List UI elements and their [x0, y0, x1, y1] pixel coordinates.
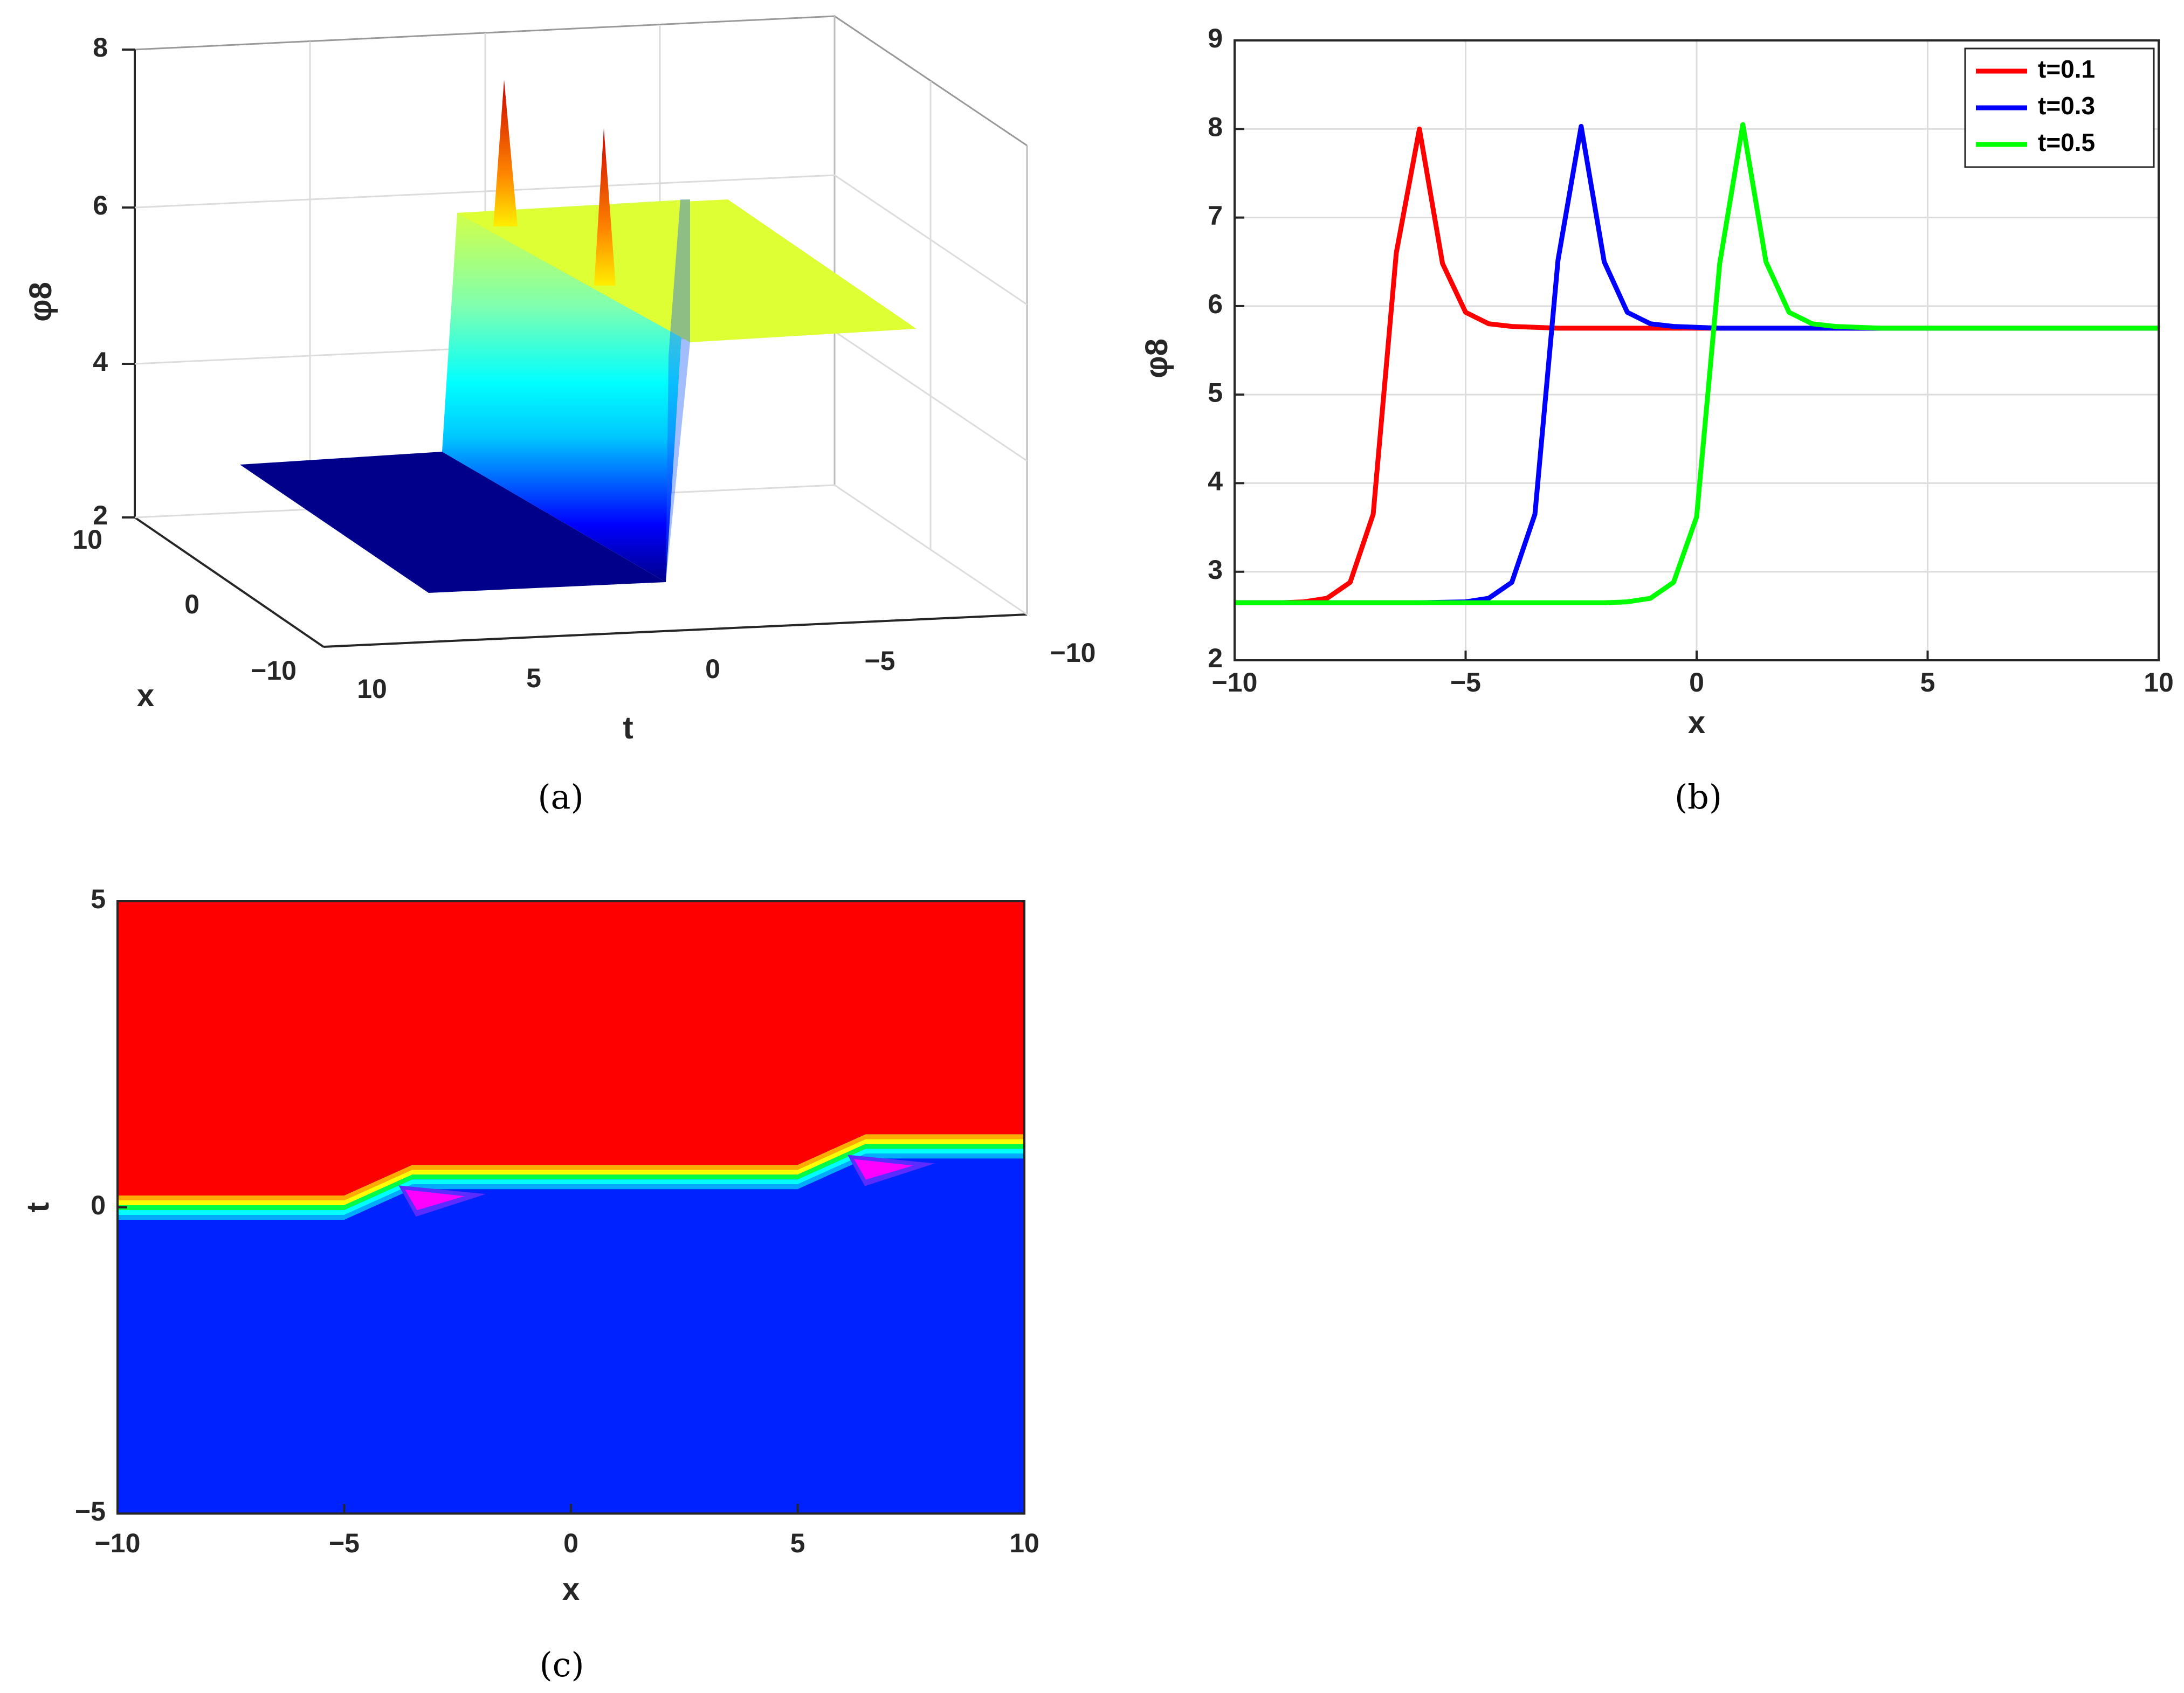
panel-b-y-axis-label: φ8 — [1139, 338, 1174, 378]
t-tick-label: −5 — [864, 646, 895, 676]
surface-low-plateau — [240, 452, 666, 593]
x-tick-label: −5 — [329, 1528, 360, 1558]
heatmap-band — [118, 1144, 1024, 1210]
panel-b-series — [1235, 122, 2159, 605]
y-tick-label: 3 — [1208, 555, 1223, 585]
panel-a-z-ticks: 8 6 4 2 — [93, 32, 135, 530]
x-tick-label: 10 — [72, 524, 102, 555]
x-tick-label: 10 — [1009, 1528, 1039, 1558]
z-tick-label: 8 — [93, 32, 108, 63]
y-tick-label: 6 — [1208, 289, 1223, 319]
x-tick-label: 5 — [790, 1528, 805, 1558]
panel-c-caption: (c) — [539, 1645, 584, 1684]
heatmap-band — [118, 1153, 1024, 1220]
t-tick-label: 5 — [526, 663, 541, 693]
panel-a-x-axis-label: x — [137, 678, 154, 713]
surface-peak-2 — [594, 128, 616, 286]
x-tick-label: 5 — [1920, 667, 1935, 697]
panel-c-x-axis-label: x — [562, 1572, 580, 1607]
y-tick-label: 0 — [91, 1190, 106, 1220]
z-tick-label: 4 — [93, 347, 108, 377]
y-tick-label: 9 — [1208, 23, 1223, 53]
y-tick-label: 2 — [1208, 643, 1223, 673]
legend-entry: t=0.1 — [2038, 55, 2095, 83]
heatmap-high-region — [118, 901, 1024, 1196]
t-tick-label: 0 — [705, 654, 720, 684]
panel-b-x-axis-label: x — [1688, 705, 1705, 740]
x-tick-label: −10 — [251, 655, 297, 686]
panel-c-y-axis-label: t — [20, 1202, 56, 1212]
series-line-t-0-5 — [1235, 122, 2159, 605]
heatmap-band — [118, 1134, 1024, 1200]
panel-c-field — [118, 901, 1024, 1514]
legend-entry: t=0.3 — [2038, 92, 2095, 120]
y-tick-label: 8 — [1208, 112, 1223, 142]
panel-a-x-ticks: 10 0 −10 — [72, 524, 297, 686]
y-tick-label: 7 — [1208, 201, 1223, 231]
heatmap-band — [118, 1139, 1024, 1205]
panel-a-t-ticks: 10 5 0 −5 −10 — [357, 638, 1096, 704]
surface-wall-right-edge — [666, 199, 690, 582]
heatmap-band — [118, 1149, 1024, 1215]
y-tick-label: 5 — [91, 884, 106, 914]
legend-entry: t=0.5 — [2038, 128, 2095, 156]
y-tick-label: −5 — [75, 1496, 106, 1526]
x-tick-label: 0 — [563, 1528, 578, 1558]
heatmap-spot — [405, 1190, 465, 1211]
surface-high-plateau — [457, 199, 917, 342]
x-tick-label: 0 — [184, 589, 199, 619]
x-tick-label: −10 — [95, 1528, 141, 1558]
y-tick-label: 4 — [1208, 466, 1223, 496]
x-tick-label: −5 — [1450, 667, 1481, 697]
x-tick-label: −10 — [1212, 667, 1258, 697]
panel-a-surface-plot: 8 6 4 2 10 0 −10 10 5 0 −5 −10 x t φ8 (a… — [23, 15, 1096, 817]
t-tick-label: −10 — [1050, 638, 1096, 668]
panel-b-x-ticks: −10 −5 0 5 10 — [1212, 651, 2174, 697]
y-tick-label: 5 — [1208, 377, 1223, 407]
panel-c-heatmap: −10 −5 0 5 10 50−5 x t (c) — [20, 884, 1039, 1684]
panel-a-surface — [240, 80, 917, 593]
t-tick-label: 10 — [357, 674, 387, 704]
x-tick-label: 10 — [2144, 667, 2174, 697]
panel-a-caption: (a) — [538, 777, 583, 817]
panel-b-legend: t=0.1 t=0.3 t=0.5 — [1964, 47, 2155, 168]
surface-peak-1 — [493, 80, 518, 226]
panel-b-caption: (b) — [1675, 777, 1722, 817]
z-tick-label: 2 — [93, 500, 108, 530]
z-tick-label: 6 — [93, 190, 108, 220]
panel-a-z-axis-label: φ8 — [23, 282, 58, 322]
panel-c-y-ticks: 5 0 −5 — [75, 884, 127, 1526]
panel-a-t-axis-label: t — [623, 710, 633, 745]
panel-b-y-ticks: 2 3 4 5 6 7 8 9 — [1208, 23, 1244, 673]
panel-c-x-ticks: −10 −5 0 5 10 — [95, 1504, 1039, 1558]
heatmap-spot — [854, 1159, 914, 1180]
x-tick-label: 0 — [1689, 667, 1704, 697]
